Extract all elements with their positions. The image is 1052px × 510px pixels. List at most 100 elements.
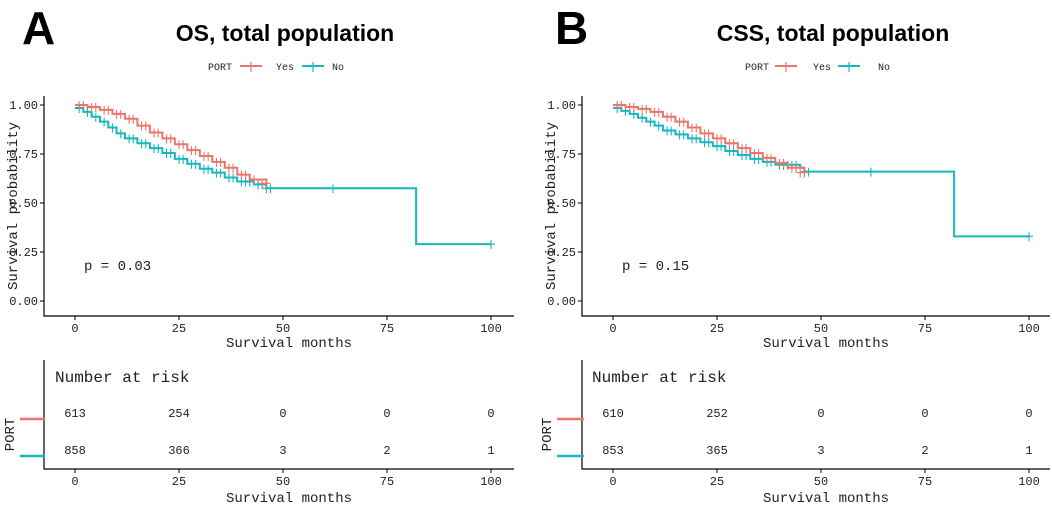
x-tick-label: 25 <box>172 322 186 336</box>
y-tick-label: 1.00 <box>9 99 38 113</box>
x-tick-label: 100 <box>480 322 502 336</box>
risk-count: 2 <box>921 444 928 458</box>
risk-count: 2 <box>383 444 390 458</box>
censor-mark <box>116 129 125 139</box>
risk-count: 0 <box>487 407 494 421</box>
censor-mark <box>104 105 113 115</box>
series-no <box>75 103 495 250</box>
censor-mark <box>154 128 163 138</box>
risk-x-tick-label: 50 <box>276 475 290 489</box>
censor-mark <box>704 129 713 139</box>
x-tick-label: 75 <box>918 322 932 336</box>
censor-mark <box>129 134 138 144</box>
censor-mark <box>204 164 213 174</box>
censor-mark <box>141 139 150 149</box>
y-tick-label: 0.50 <box>9 197 38 211</box>
censor-mark <box>166 134 175 144</box>
y-tick-label: 0.50 <box>547 197 576 211</box>
censor-mark <box>779 158 788 168</box>
censor-mark <box>638 113 647 123</box>
censor-mark <box>629 102 638 112</box>
risk-axes-frame <box>581 360 1050 470</box>
risk-count: 0 <box>1025 407 1032 421</box>
censor-mark <box>129 114 138 124</box>
censor-mark <box>91 112 100 122</box>
censor-mark <box>729 147 738 157</box>
chart-title: OS, total population <box>176 20 394 46</box>
censor-mark <box>654 121 663 131</box>
y-axis-label: Survival probability <box>6 122 22 290</box>
censor-mark <box>116 109 125 119</box>
legend-title: PORT <box>208 63 232 74</box>
risk-count: 365 <box>706 444 728 458</box>
censor-mark <box>792 163 801 173</box>
censor-mark <box>241 170 250 180</box>
censor-mark <box>229 173 238 183</box>
censor-mark <box>704 138 713 148</box>
censor-mark <box>249 175 258 185</box>
censor-mark <box>487 240 495 250</box>
legend-label-yes: Yes <box>276 63 294 74</box>
censor-mark <box>679 130 688 140</box>
km-panel-a: A OS, total population PORT Yes No 0.00 0.25 0.… <box>3 2 514 507</box>
panel-letter: A <box>22 2 55 54</box>
axes-frame <box>581 96 1050 317</box>
p-value: p = 0.03 <box>84 259 151 275</box>
censor-mark <box>100 117 109 127</box>
risk-count: 0 <box>921 407 928 421</box>
x-axis-label: Survival months <box>226 336 352 352</box>
censor-mark <box>692 134 701 144</box>
series-no <box>613 103 1033 242</box>
axes-frame <box>43 96 514 317</box>
censor-mark <box>191 146 200 156</box>
risk-count: 610 <box>602 407 624 421</box>
y-tick-label: 0.00 <box>547 295 576 309</box>
risk-count: 0 <box>279 407 286 421</box>
risk-x-tick-label: 0 <box>609 475 616 489</box>
risk-x-tick-label: 25 <box>172 475 186 489</box>
risk-count: 254 <box>168 407 190 421</box>
censor-mark <box>729 139 738 149</box>
risk-count: 0 <box>817 407 824 421</box>
risk-x-axis-label: Survival months <box>226 491 352 507</box>
risk-count: 1 <box>1025 444 1032 458</box>
risk-table-title: Number at risk <box>55 369 189 387</box>
risk-count: 3 <box>279 444 286 458</box>
risk-x-tick-label: 25 <box>710 475 724 489</box>
risk-count: 252 <box>706 407 728 421</box>
legend-label-no: No <box>878 63 890 74</box>
x-tick-label: 0 <box>71 322 78 336</box>
risk-count: 613 <box>64 407 86 421</box>
censor-mark <box>717 134 726 144</box>
x-tick-label: 0 <box>609 322 616 336</box>
censor-mark <box>654 107 663 117</box>
y-tick-label: 0.75 <box>547 148 576 162</box>
risk-count: 366 <box>168 444 190 458</box>
censor-mark <box>166 149 175 159</box>
censor-mark <box>667 126 676 136</box>
legend: PORT Yes No <box>745 62 890 74</box>
censor-mark <box>229 163 238 173</box>
x-tick-label: 25 <box>710 322 724 336</box>
censor-mark <box>767 153 776 163</box>
censor-mark <box>617 101 626 110</box>
risk-x-axis-label: Survival months <box>763 491 889 507</box>
survival-curve <box>75 106 491 246</box>
censor-mark <box>79 101 88 110</box>
chart-title: CSS, total population <box>717 20 950 46</box>
risk-x-tick-label: 100 <box>480 475 502 489</box>
risk-count: 1 <box>487 444 494 458</box>
survival-curve <box>75 104 268 184</box>
y-tick-label: 1.00 <box>547 99 576 113</box>
risk-x-tick-label: 75 <box>918 475 932 489</box>
censor-mark <box>754 149 763 159</box>
survival-curve <box>613 106 1029 238</box>
panel-letter: B <box>555 2 588 54</box>
risk-y-label: PORT <box>540 418 556 452</box>
censor-mark <box>804 167 813 177</box>
x-tick-label: 100 <box>1018 322 1040 336</box>
censor-mark <box>216 168 225 178</box>
censor-mark <box>191 159 200 169</box>
